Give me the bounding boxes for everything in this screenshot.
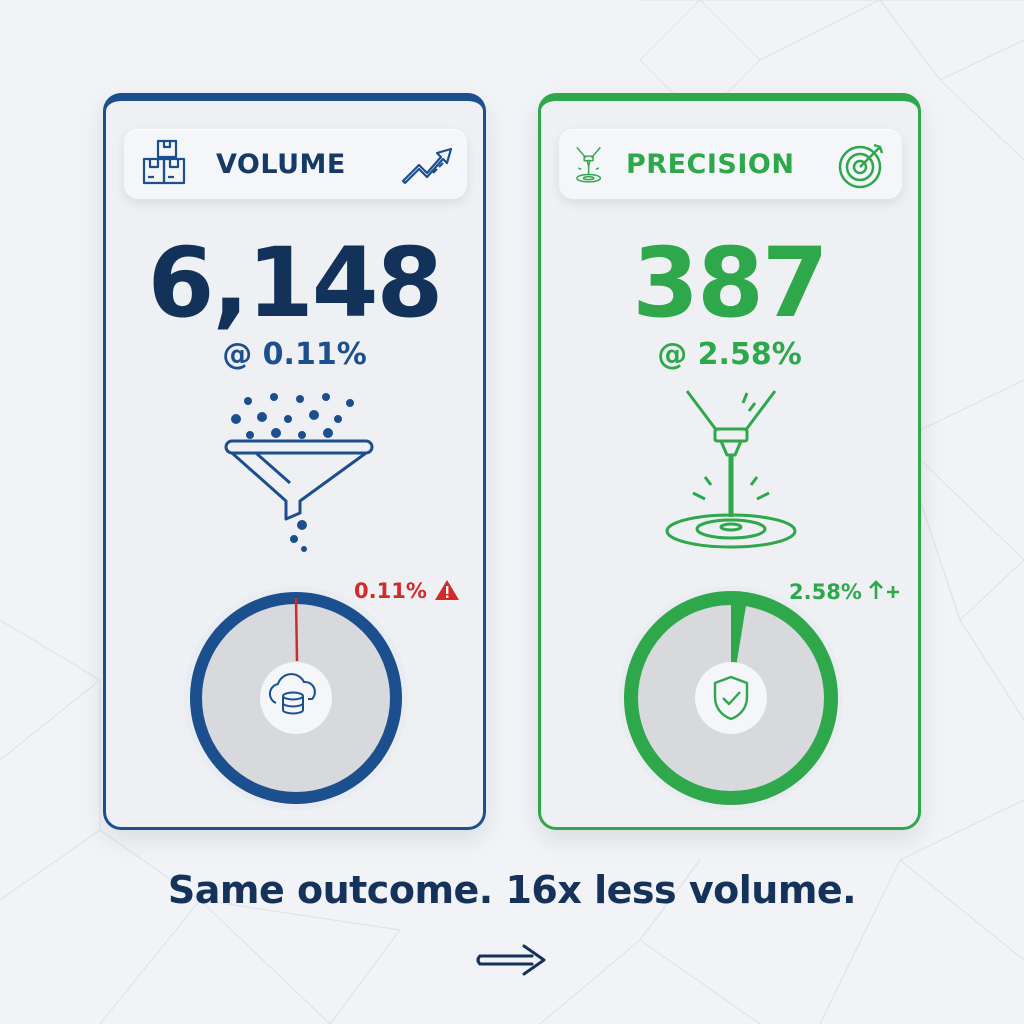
volume-rate: @ 0.11% xyxy=(222,337,367,372)
volume-title: VOLUME xyxy=(216,149,346,180)
precision-header: PRECISION xyxy=(559,129,902,199)
funnel-icon xyxy=(224,393,374,552)
precision-card: PRECISION 387 @ 2.58% xyxy=(538,93,921,830)
volume-gauge-label: 0.11% xyxy=(354,579,460,603)
tagline: Same outcome. 16x less volume. xyxy=(167,868,857,912)
shield-check-icon xyxy=(713,675,749,721)
boxes-icon xyxy=(142,139,186,185)
precision-gauge-label: 2.58% xyxy=(789,579,903,604)
target-icon xyxy=(838,143,884,189)
volume-header: VOLUME xyxy=(124,129,467,199)
volume-count: 6,148 xyxy=(147,227,444,339)
cloud-database-icon xyxy=(268,673,316,715)
volume-gauge-value: 0.11% xyxy=(354,579,427,603)
laser-target-icon xyxy=(665,390,797,549)
arrow-up-plus-icon xyxy=(869,580,900,599)
volume-gauge-slice xyxy=(294,597,299,662)
precision-gauge xyxy=(619,586,843,810)
volume-gauge xyxy=(184,586,408,810)
laser-icon xyxy=(576,146,602,183)
precision-title: PRECISION xyxy=(626,149,795,180)
trending-up-icon xyxy=(401,147,453,185)
volume-card: VOLUME 6,148 @ 0.11% xyxy=(103,93,486,830)
arrow-right-icon[interactable] xyxy=(474,942,550,978)
precision-count: 387 xyxy=(632,227,828,339)
precision-gauge-value: 2.58% xyxy=(789,580,862,604)
warning-icon xyxy=(435,580,460,600)
precision-rate: @ 2.58% xyxy=(657,337,802,372)
